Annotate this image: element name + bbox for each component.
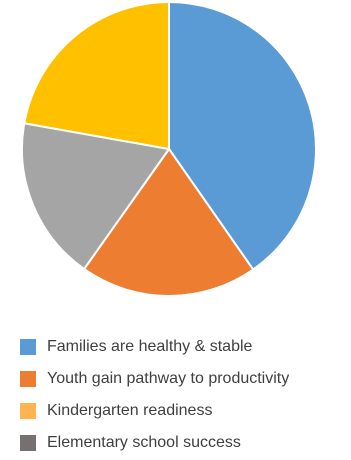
pie-slice-1: [168, 1, 317, 271]
legend-swatch: [20, 339, 36, 355]
legend-swatch: [20, 403, 36, 419]
pie-chart: [21, 1, 317, 297]
pie-slice-3: [21, 122, 170, 270]
legend-item: Youth gain pathway to productivity: [20, 363, 350, 395]
legend-item: Kindergarten readiness: [20, 395, 350, 427]
legend-item: Families are healthy & stable: [20, 331, 350, 363]
chart-legend: Families are healthy & stable Youth gain…: [20, 331, 350, 459]
legend-label: Elementary school success: [47, 434, 241, 451]
pie-slices: [21, 1, 317, 297]
pie-slice-4: [23, 1, 170, 150]
legend-item: Elementary school success: [20, 427, 350, 459]
legend-label: Families are healthy & stable: [47, 338, 253, 355]
legend-swatch: [20, 371, 36, 387]
legend-label: Kindergarten readiness: [47, 402, 213, 419]
legend-label: Youth gain pathway to productivity: [47, 370, 290, 387]
pie-slice-2: [83, 148, 255, 297]
legend-swatch: [20, 435, 36, 451]
